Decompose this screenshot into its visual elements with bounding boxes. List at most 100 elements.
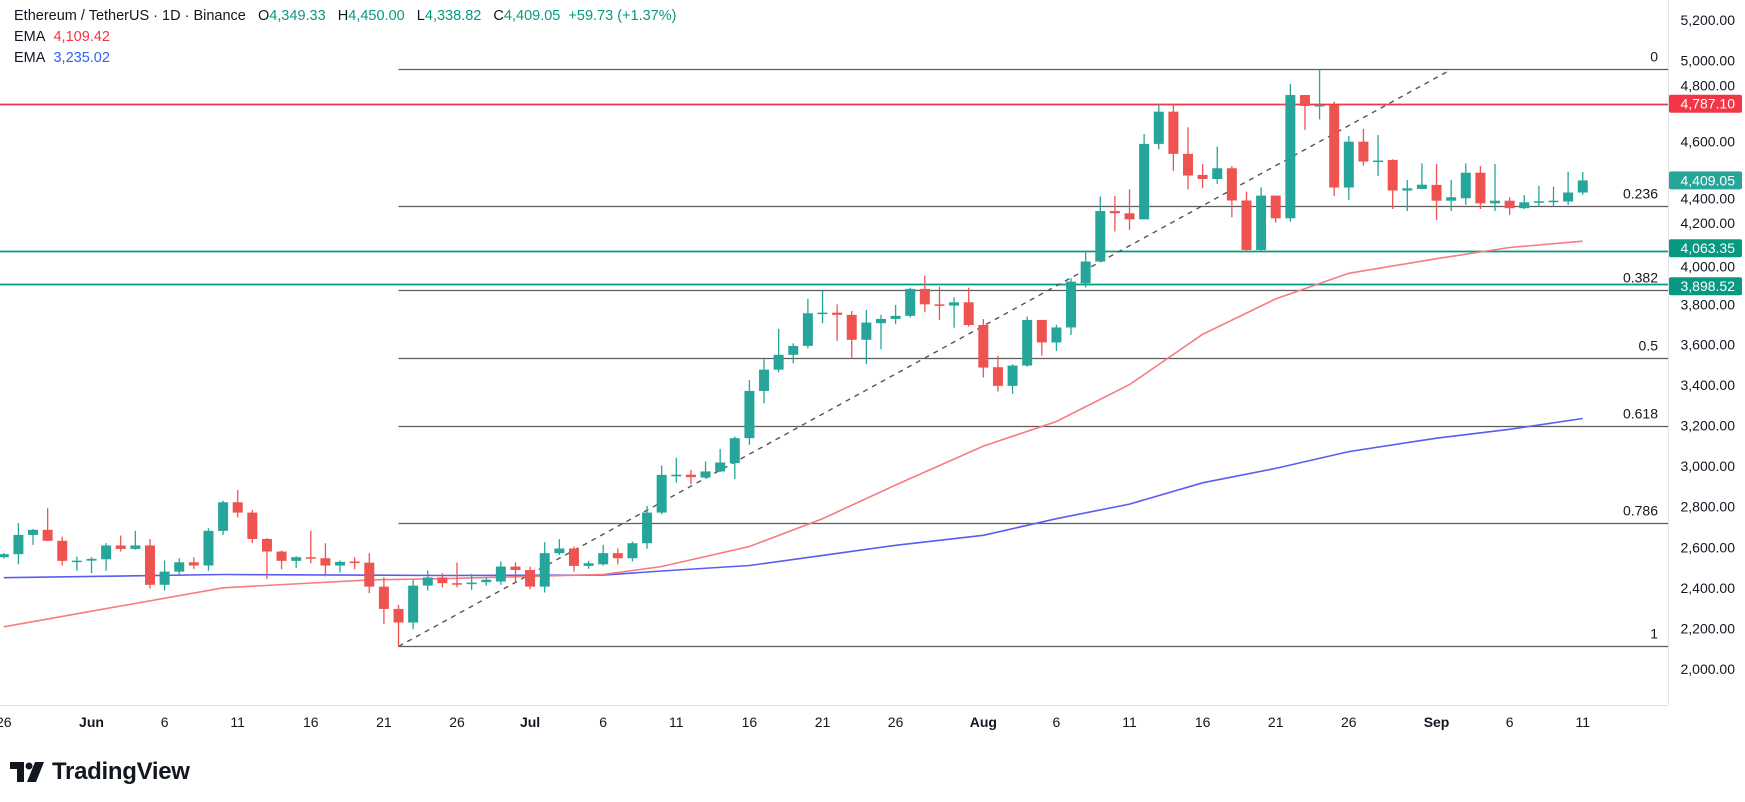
candle-bearish [685, 469, 696, 485]
price-tick-label: 3,400.00 [1681, 377, 1736, 393]
candle-body [846, 314, 857, 340]
candle-body [28, 529, 39, 535]
time-tick-label: 21 [1268, 714, 1284, 730]
candle-bearish [1358, 128, 1369, 166]
candle-bullish [1256, 187, 1267, 251]
candle-bearish [612, 548, 623, 565]
candle-body [218, 502, 229, 531]
candle-body [1022, 319, 1033, 366]
candle-bearish [1504, 197, 1515, 215]
candle-body [525, 569, 536, 587]
candle-bullish [1373, 134, 1384, 176]
candle-bullish [1519, 195, 1530, 210]
candle-body [729, 438, 740, 464]
time-tick-label: Sep [1424, 714, 1450, 730]
candle-bullish [1533, 185, 1544, 207]
candle-bearish [525, 566, 536, 590]
fib-level-label: 0.786 [1623, 503, 1658, 519]
candle-bullish [729, 436, 740, 479]
candle-body [1490, 200, 1501, 204]
candle-body [598, 553, 609, 565]
support-price-badge: 4,063.35 [1681, 240, 1736, 256]
time-tick-label: 16 [303, 714, 319, 730]
price-tick-label: 2,800.00 [1681, 499, 1736, 515]
candle-bearish [364, 553, 375, 594]
candle-body [261, 538, 272, 552]
candle-body [1095, 211, 1106, 262]
candle-bearish [1241, 191, 1252, 251]
candle-bearish [1226, 166, 1237, 218]
high-value: 4,450.00 [348, 8, 405, 24]
candle-body [1299, 95, 1310, 106]
resistance-price-badge: 4,787.10 [1681, 96, 1736, 112]
candle-body [963, 302, 974, 326]
price-tick-label: 3,800.00 [1681, 296, 1736, 312]
candle-bearish [57, 536, 68, 566]
time-tick-label: 11 [230, 714, 245, 730]
price-tick-label: 4,400.00 [1681, 191, 1736, 207]
candle-body [759, 369, 770, 391]
candle-body [481, 579, 492, 583]
price-tick-label: 3,000.00 [1681, 458, 1736, 474]
candle-bullish [744, 379, 755, 445]
time-tick-label: 6 [161, 714, 169, 730]
tradingview-logo[interactable]: TradingView [10, 758, 190, 786]
candle-bullish [159, 560, 170, 591]
candle-bearish [1329, 101, 1340, 197]
candle-body [715, 462, 726, 472]
candle-bearish [115, 535, 126, 552]
low-label: L [416, 8, 425, 24]
ema-slow-row[interactable]: EMA 3,235.02 [14, 48, 676, 69]
time-tick-label: 16 [742, 714, 758, 730]
candle-bullish [174, 558, 185, 575]
candle-body [408, 585, 419, 623]
candle-body [203, 530, 214, 566]
price-tick-label: 2,200.00 [1681, 620, 1736, 636]
candle-body [832, 312, 843, 315]
candle-bullish [1285, 83, 1296, 222]
candle-bearish [393, 604, 404, 647]
candle-bullish [408, 579, 419, 630]
candle-body [57, 540, 68, 561]
candle-body [539, 553, 550, 587]
candle-body [247, 512, 258, 539]
candle-bullish [554, 539, 565, 555]
candle-bearish [261, 538, 272, 579]
time-tick-label: 21 [815, 714, 831, 730]
candle-bearish [1299, 95, 1310, 130]
candle-bearish [1124, 189, 1135, 230]
time-tick-label: 26 [0, 714, 12, 730]
candle-bullish [1095, 196, 1106, 262]
ema-fast-row[interactable]: EMA 4,109.42 [14, 27, 676, 48]
candle-body [1212, 168, 1223, 179]
ema-slow-label: EMA [14, 50, 46, 66]
symbol-title[interactable]: Ethereum / TetherUS · 1D · Binance [14, 8, 246, 24]
candle-bullish [1314, 69, 1325, 120]
candle-body [86, 558, 97, 561]
candle-bullish [1343, 136, 1354, 200]
candle-body [642, 512, 653, 544]
candle-body [1329, 104, 1340, 188]
fib-level-label: 0.236 [1623, 186, 1658, 202]
candle-body [1153, 111, 1164, 144]
open-label: O [257, 8, 270, 24]
candle-bullish [539, 542, 550, 593]
candle-body [349, 561, 360, 564]
candle-body [627, 543, 638, 559]
candle-bullish [802, 298, 813, 349]
candle-body [656, 474, 667, 513]
candle-body [335, 561, 346, 566]
candle-body [1416, 184, 1427, 189]
candle-body [583, 563, 594, 566]
candle-body [1080, 261, 1091, 284]
close-label: C [493, 8, 504, 24]
candle-bearish [42, 508, 53, 542]
candle-bullish [481, 577, 492, 586]
candle-bullish [583, 560, 594, 569]
candle-body [1577, 180, 1588, 193]
candle-bearish [320, 543, 331, 577]
candle-body [1563, 192, 1574, 202]
price-tick-label: 4,600.00 [1681, 134, 1736, 150]
candle-body [495, 566, 506, 582]
